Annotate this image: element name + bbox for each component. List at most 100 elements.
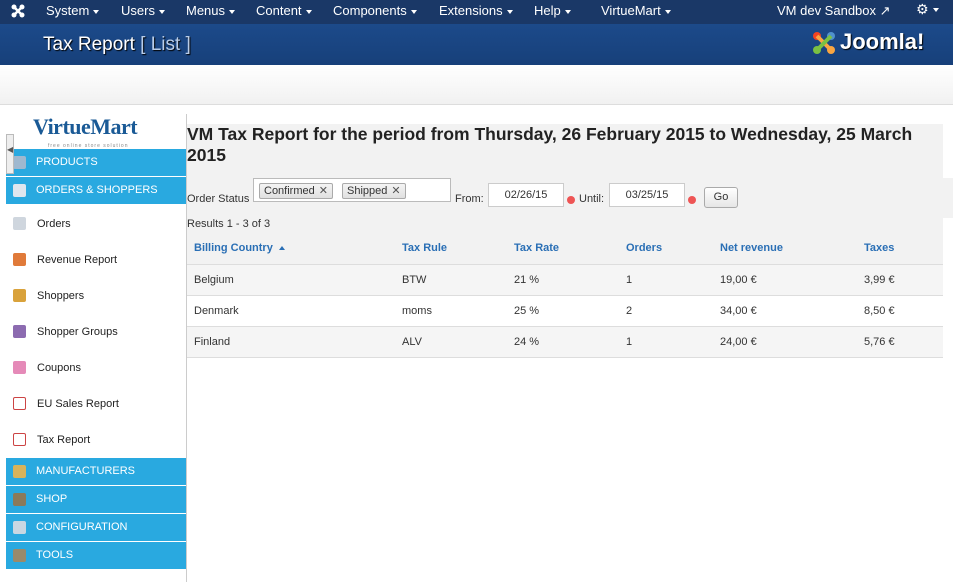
sidebar-item-label: Shopper Groups bbox=[37, 326, 118, 338]
column-taxes[interactable]: Taxes bbox=[857, 233, 943, 265]
sidebar-item-eu-sales-report[interactable]: EU Sales Report bbox=[6, 386, 186, 422]
column-billing-country[interactable]: Billing Country bbox=[187, 233, 395, 265]
results-count: Results 1 - 3 of 3 bbox=[187, 218, 271, 230]
menu-extensions[interactable]: Extensions bbox=[439, 3, 513, 18]
sidebar-toggle[interactable]: ◀ bbox=[6, 134, 14, 174]
table-header-row: Billing Country Tax Rule Tax Rate Orders… bbox=[187, 233, 943, 265]
order-status-select[interactable]: Confirmed ✕ Shipped ✕ bbox=[253, 178, 451, 202]
menu-components[interactable]: Components bbox=[333, 3, 417, 18]
menu-content[interactable]: Content bbox=[256, 3, 312, 18]
chevron-down-icon bbox=[410, 9, 417, 14]
close-icon[interactable]: ✕ bbox=[391, 185, 401, 197]
until-label: Until: bbox=[579, 193, 605, 205]
sidebar: ◀ VirtueMart free online store solution … bbox=[6, 114, 187, 582]
sidebar-section-manufacturers[interactable]: MANUFACTURERS bbox=[6, 458, 186, 485]
site-link[interactable]: VM dev Sandbox ↗ bbox=[777, 3, 891, 19]
cell-net-revenue: 24,00 € bbox=[713, 326, 857, 358]
column-tax-rate[interactable]: Tax Rate bbox=[507, 233, 619, 265]
joomla-icon[interactable] bbox=[10, 3, 26, 19]
chevron-down-icon bbox=[229, 9, 236, 14]
table-row: Finland ALV 24 % 1 24,00 € 5,76 € bbox=[187, 326, 943, 358]
column-label: Billing Country bbox=[194, 242, 273, 255]
toolbar bbox=[0, 65, 953, 105]
status-chip-shipped: Shipped ✕ bbox=[342, 183, 406, 199]
cell-tax-rule: BTW bbox=[395, 264, 507, 296]
sidebar-item-coupons[interactable]: Coupons bbox=[6, 350, 186, 386]
clear-icon[interactable] bbox=[567, 196, 575, 204]
cell-net-revenue: 34,00 € bbox=[713, 295, 857, 327]
menu-content-label: Content bbox=[256, 3, 302, 18]
chevron-down-icon bbox=[564, 9, 571, 14]
cell-taxes: 5,76 € bbox=[857, 326, 943, 358]
cell-orders: 1 bbox=[619, 326, 713, 358]
users-icon bbox=[13, 289, 26, 302]
menu-help[interactable]: Help bbox=[534, 3, 571, 18]
from-date-input[interactable] bbox=[488, 183, 564, 207]
clear-icon[interactable] bbox=[688, 196, 696, 204]
orders-shoppers-icon bbox=[13, 184, 26, 197]
menu-users-label: Users bbox=[121, 3, 155, 18]
sidebar-item-tax-report[interactable]: Tax Report bbox=[6, 422, 186, 458]
sidebar-section-orders[interactable]: ORDERS & SHOPPERS bbox=[6, 177, 186, 204]
orders-icon bbox=[13, 217, 26, 230]
menu-virtuemart[interactable]: VirtueMart bbox=[601, 3, 671, 18]
page-title-main: Tax Report bbox=[43, 34, 135, 55]
sidebar-section-shop[interactable]: SHOP bbox=[6, 486, 186, 513]
external-link-icon: ↗ bbox=[879, 3, 891, 18]
cell-taxes: 8,50 € bbox=[857, 295, 943, 327]
joomla-logo: Joomla! bbox=[810, 28, 940, 58]
cell-tax-rate: 24 % bbox=[507, 326, 619, 358]
order-status-label: Order Status bbox=[187, 193, 250, 205]
virtuemart-logo-tagline: free online store solution bbox=[48, 143, 129, 149]
shop-icon bbox=[13, 493, 26, 506]
column-net-revenue[interactable]: Net revenue bbox=[713, 233, 857, 265]
products-icon bbox=[13, 156, 26, 169]
sidebar-item-label: Coupons bbox=[37, 362, 82, 374]
joomla-logo-text: Joomla! bbox=[840, 29, 925, 54]
sidebar-item-label: EU Sales Report bbox=[37, 398, 119, 410]
page-header: Tax Report [ List ] Joomla! bbox=[0, 24, 953, 65]
cell-orders: 1 bbox=[619, 264, 713, 296]
chevron-down-icon bbox=[305, 9, 312, 14]
sidebar-section-label: SHOP bbox=[36, 493, 68, 505]
page-title: Tax Report [ List ] bbox=[43, 34, 191, 56]
cell-billing-country: Denmark bbox=[187, 295, 395, 327]
virtuemart-logo: VirtueMart free online store solution bbox=[33, 114, 143, 150]
until-date-input[interactable] bbox=[609, 183, 685, 207]
sidebar-section-products[interactable]: PRODUCTS bbox=[6, 149, 186, 176]
sidebar-item-shopper-groups[interactable]: Shopper Groups bbox=[6, 314, 186, 350]
sidebar-item-shoppers[interactable]: Shoppers bbox=[6, 278, 186, 314]
column-tax-rule[interactable]: Tax Rule bbox=[395, 233, 507, 265]
chevron-down-icon bbox=[158, 9, 165, 14]
menu-system[interactable]: System bbox=[46, 3, 100, 18]
gear-icon[interactable]: ⚙ bbox=[916, 1, 939, 18]
sidebar-item-label: Revenue Report bbox=[37, 254, 118, 266]
wrench-icon bbox=[13, 465, 26, 478]
table-row: Denmark moms 25 % 2 34,00 € 8,50 € bbox=[187, 295, 943, 327]
user-group-icon bbox=[13, 325, 26, 338]
close-icon[interactable]: ✕ bbox=[318, 185, 328, 197]
sidebar-item-orders[interactable]: Orders bbox=[6, 206, 186, 242]
sidebar-section-configuration[interactable]: CONFIGURATION bbox=[6, 514, 186, 541]
sidebar-section-tools[interactable]: TOOLS bbox=[6, 542, 186, 569]
menu-extensions-label: Extensions bbox=[439, 3, 503, 18]
main-content: VM Tax Report for the period from Thursd… bbox=[187, 114, 953, 582]
go-button[interactable]: Go bbox=[704, 187, 738, 208]
configuration-icon bbox=[13, 521, 26, 534]
tax-report-table: Billing Country Tax Rule Tax Rate Orders… bbox=[187, 233, 943, 358]
sidebar-section-label: PRODUCTS bbox=[36, 156, 98, 168]
menu-virtuemart-label: VirtueMart bbox=[601, 3, 661, 18]
cell-taxes: 3,99 € bbox=[857, 264, 943, 296]
cell-tax-rule: moms bbox=[395, 295, 507, 327]
column-label: Orders bbox=[626, 242, 663, 255]
cell-net-revenue: 19,00 € bbox=[713, 264, 857, 296]
column-orders[interactable]: Orders bbox=[619, 233, 713, 265]
report-icon bbox=[13, 397, 26, 410]
gift-icon bbox=[13, 361, 26, 374]
column-label: Taxes bbox=[864, 242, 895, 255]
report-icon bbox=[13, 433, 26, 446]
chevron-down-icon bbox=[664, 9, 671, 14]
menu-menus[interactable]: Menus bbox=[186, 3, 236, 18]
sidebar-item-revenue-report[interactable]: Revenue Report bbox=[6, 242, 186, 278]
menu-users[interactable]: Users bbox=[121, 3, 165, 18]
